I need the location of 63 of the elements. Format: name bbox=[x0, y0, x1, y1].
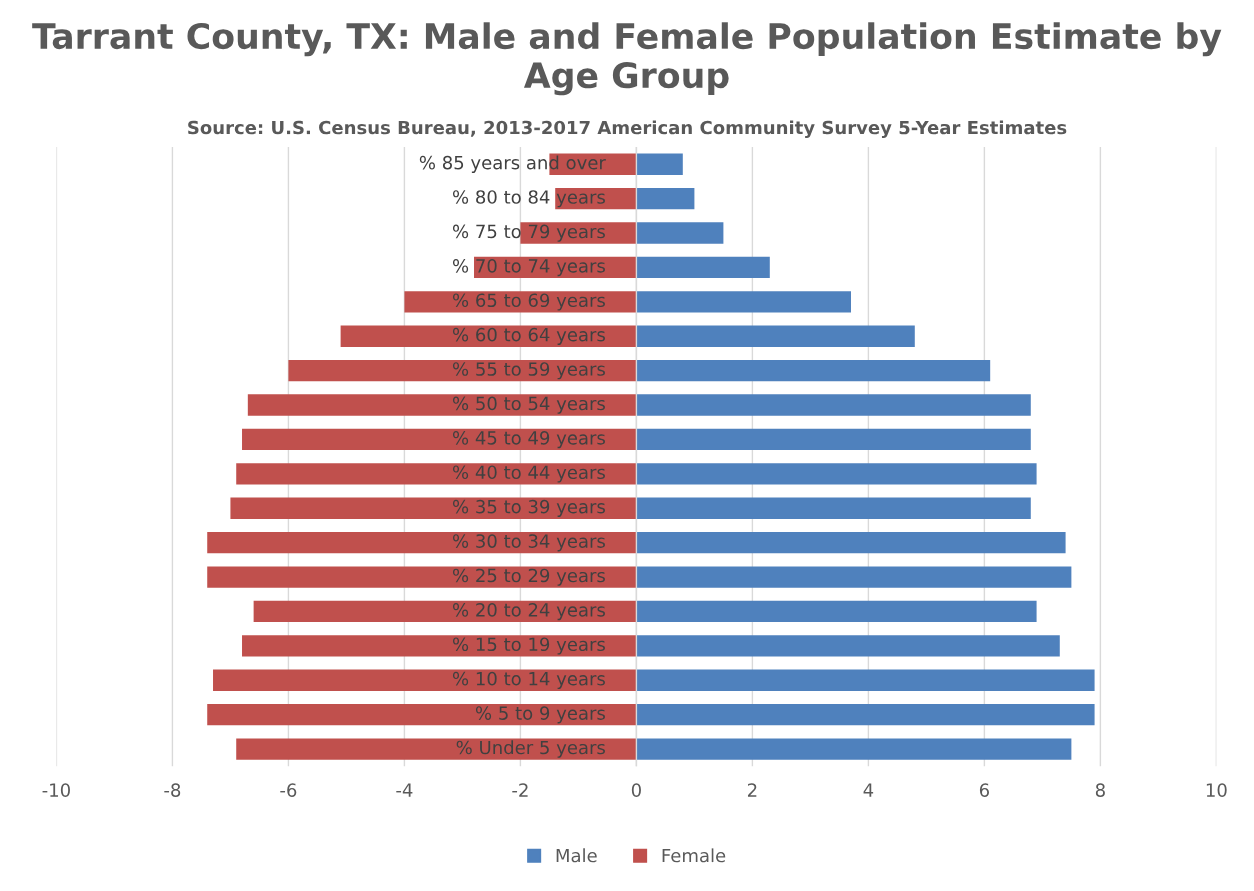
bar bbox=[213, 669, 637, 691]
legend-label: Male bbox=[556, 848, 597, 863]
bar bbox=[636, 187, 695, 210]
bar bbox=[288, 359, 637, 382]
bar bbox=[636, 635, 1060, 657]
bar bbox=[636, 463, 1037, 485]
y-tick-label: % 5 to 9 years bbox=[475, 706, 605, 724]
bar bbox=[636, 703, 1095, 726]
bar bbox=[636, 428, 1031, 451]
bar bbox=[636, 600, 1037, 623]
bar bbox=[636, 256, 770, 279]
bar bbox=[230, 497, 637, 519]
bar bbox=[207, 531, 637, 554]
x-tick-label: 0 bbox=[631, 783, 641, 797]
bar bbox=[236, 738, 637, 760]
legend-label: Female bbox=[662, 848, 726, 863]
bar bbox=[242, 428, 637, 451]
y-tick-label: % 80 to 84 years bbox=[452, 190, 605, 208]
x-tick-label: 2 bbox=[747, 783, 757, 797]
x-tick-label: -8 bbox=[164, 783, 181, 797]
x-tick-label: 8 bbox=[1095, 783, 1105, 797]
bar bbox=[207, 703, 637, 726]
y-tick-label: % 35 to 39 years bbox=[452, 499, 605, 517]
y-tick-label: % Under 5 years bbox=[456, 740, 605, 758]
x-tick-label: 10 bbox=[1206, 783, 1227, 797]
y-tick-label: % 60 to 64 years bbox=[452, 327, 605, 345]
bar bbox=[636, 738, 1072, 760]
y-tick-label: % 70 to 74 years bbox=[452, 259, 605, 277]
bar bbox=[340, 325, 637, 347]
y-tick-label: % 65 to 69 years bbox=[452, 293, 605, 311]
bar bbox=[636, 359, 991, 382]
x-tick-label: 6 bbox=[979, 783, 989, 797]
bar bbox=[636, 497, 1031, 519]
x-tick-label: -2 bbox=[512, 783, 528, 797]
y-tick-label: % 40 to 44 years bbox=[452, 465, 605, 483]
bar bbox=[636, 153, 683, 175]
x-tick-label: -10 bbox=[42, 783, 70, 797]
bar bbox=[236, 463, 637, 485]
bar bbox=[636, 566, 1072, 588]
bar bbox=[636, 325, 915, 347]
bar bbox=[636, 531, 1066, 554]
bar bbox=[636, 669, 1095, 691]
y-tick-label: % 25 to 29 years bbox=[452, 568, 605, 586]
y-tick-label: % 30 to 34 years bbox=[452, 534, 605, 552]
bar bbox=[636, 394, 1031, 416]
chart-subtitle: Source: U.S. Census Bureau, 2013-2017 American Community Survey 5-Year Estimates bbox=[188, 120, 1067, 138]
bar bbox=[253, 600, 637, 623]
x-tick-label: 4 bbox=[863, 783, 874, 797]
bar bbox=[207, 566, 637, 588]
bar bbox=[636, 291, 851, 313]
y-tick-label: % 10 to 14 years bbox=[452, 671, 605, 689]
bar bbox=[242, 635, 637, 657]
y-tick-label: % 20 to 24 years bbox=[452, 603, 605, 621]
y-tick-label: % 15 to 19 years bbox=[452, 637, 605, 655]
x-tick-label: -6 bbox=[280, 783, 297, 797]
y-tick-label: % 55 to 59 years bbox=[452, 362, 605, 380]
y-tick-label: % 50 to 54 years bbox=[452, 396, 605, 414]
bar bbox=[636, 222, 724, 244]
y-tick-label: % 45 to 49 years bbox=[452, 431, 605, 449]
chart-title: Tarrant County, TX: Male and Female Population Estimate by Age Group bbox=[32, 22, 1222, 96]
bar bbox=[520, 222, 637, 244]
bar bbox=[247, 394, 637, 416]
x-tick-label: -4 bbox=[396, 783, 413, 797]
